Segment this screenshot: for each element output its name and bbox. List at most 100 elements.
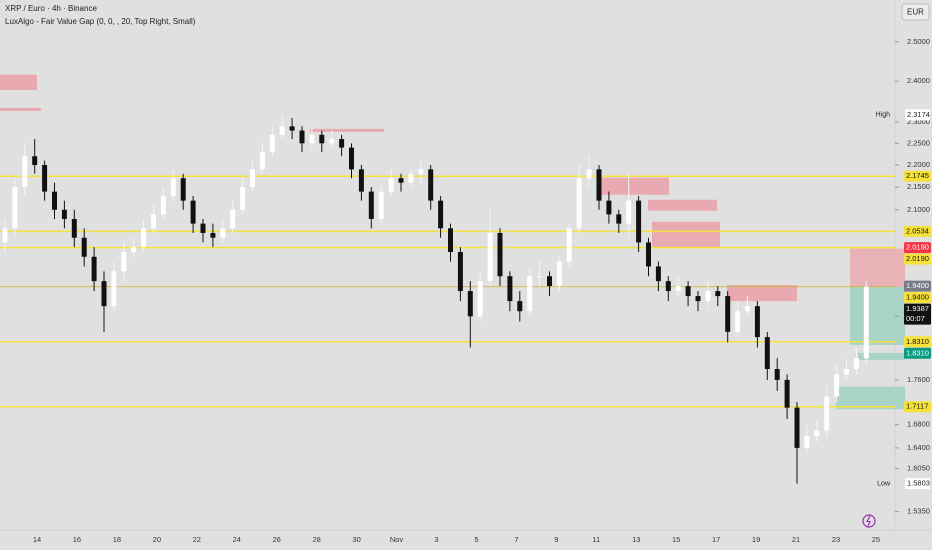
x-tick-label: 23 — [832, 535, 840, 544]
indicator-label[interactable]: LuxAlgo - Fair Value Gap (0, 0, , 20, To… — [5, 17, 196, 26]
candle-body — [12, 187, 18, 229]
x-tick-label: 20 — [153, 535, 161, 544]
x-tick-label: 7 — [514, 535, 518, 544]
candle-body — [42, 164, 48, 192]
x-tick-label: 5 — [474, 535, 478, 544]
candle-body — [665, 281, 671, 292]
x-tick-label: 17 — [712, 535, 720, 544]
x-tick-label: 30 — [352, 535, 360, 544]
candle-body — [61, 209, 67, 219]
price-tag — [904, 225, 931, 237]
candle-body — [745, 306, 750, 312]
candle-body — [774, 369, 780, 380]
y-tick-label: 1.6400 — [907, 443, 930, 452]
candle-body — [477, 281, 483, 317]
candle-body — [814, 430, 820, 437]
y-tick-label: 2.1000 — [907, 205, 930, 214]
currency-label[interactable]: EUR — [907, 8, 924, 17]
candle-body — [626, 200, 632, 224]
fvg-zone — [850, 248, 905, 288]
countdown: 00:07 — [906, 314, 925, 323]
marker-tag — [905, 478, 930, 490]
candle-body — [52, 191, 57, 210]
x-tick-label: 11 — [592, 535, 600, 544]
candle-body — [547, 276, 552, 287]
candle-body — [299, 130, 305, 144]
x-tick-label: 24 — [233, 535, 241, 544]
fvg-zone — [598, 177, 669, 195]
candle-body — [428, 169, 434, 201]
x-tick-label: 16 — [73, 535, 81, 544]
candle-body — [725, 296, 731, 332]
candle-body — [636, 200, 642, 243]
candle-body — [180, 178, 186, 201]
price-tag — [904, 303, 931, 325]
candle-body — [190, 200, 196, 224]
candle-body — [279, 126, 285, 135]
y-tick-label: 2.2500 — [907, 138, 930, 147]
x-tick-label: 28 — [312, 535, 320, 544]
candle-body — [289, 126, 295, 131]
price-axis: 2.5000 2.4000 2.3000 2.2500 2.2000 2.1500 2.10… — [876, 37, 931, 516]
candle-body — [398, 178, 404, 183]
marker-tag — [905, 109, 930, 121]
symbol-title: XRP / Euro · 4h · Binance — [5, 4, 97, 13]
candle-body — [853, 358, 859, 370]
candle-body — [606, 200, 612, 215]
price-tag — [904, 292, 931, 304]
candle-body — [834, 374, 840, 397]
x-tick-label: 15 — [672, 535, 680, 544]
candle-body — [705, 291, 711, 302]
x-tick-label: 21 — [792, 535, 800, 544]
y-tick-label: 2.2000 — [907, 160, 930, 169]
candle-body — [566, 228, 572, 262]
candle-body — [368, 191, 374, 219]
candle-body — [319, 134, 325, 144]
candle-body — [32, 156, 38, 165]
candle-body — [675, 286, 681, 292]
candle-body — [230, 209, 236, 229]
candle-body — [200, 223, 206, 233]
x-tick-label: 13 — [632, 535, 640, 544]
candle-body — [151, 214, 156, 229]
candle-body — [764, 337, 770, 370]
x-tick-label: 14 — [33, 535, 41, 544]
plot-area — [0, 74, 905, 484]
fvg-zone — [858, 352, 905, 360]
candle-body — [210, 232, 216, 238]
alert-icon[interactable] — [862, 514, 876, 528]
y-tick-label: 2.5000 — [907, 37, 930, 46]
candle-body — [91, 256, 97, 282]
candle-body — [71, 218, 77, 238]
price-tag-label: 1.9400 — [906, 281, 929, 290]
fvg-zone — [310, 128, 384, 132]
candle-body — [715, 291, 721, 297]
candle-body — [586, 169, 592, 179]
y-tick-label: 1.6050 — [907, 464, 930, 473]
candle-body — [170, 178, 176, 197]
x-tick-label: 3 — [434, 535, 438, 544]
price-tag-label: 1.7117 — [906, 402, 928, 411]
candle-body — [735, 311, 741, 332]
candle-body — [111, 271, 117, 307]
marker-text: High — [876, 112, 891, 119]
candle-body — [487, 232, 493, 282]
alert-bolt — [866, 515, 871, 527]
price-tag — [904, 242, 931, 254]
x-tick-label: 9 — [554, 535, 558, 544]
candle-body — [824, 396, 830, 431]
marker-text: Low — [877, 480, 891, 487]
candle-body — [685, 286, 691, 297]
candle-body — [160, 196, 166, 215]
candle-body — [418, 169, 424, 174]
price-tag-label: 1.9400 — [906, 293, 929, 302]
price-tag-label: 1.8310 — [906, 337, 929, 346]
fvg-zone — [648, 199, 717, 211]
candle-body — [250, 169, 255, 188]
candle-body — [646, 242, 651, 267]
candle-body — [576, 178, 582, 229]
currency-button[interactable] — [901, 3, 930, 21]
y-tick-label: 2.3000 — [907, 117, 930, 126]
